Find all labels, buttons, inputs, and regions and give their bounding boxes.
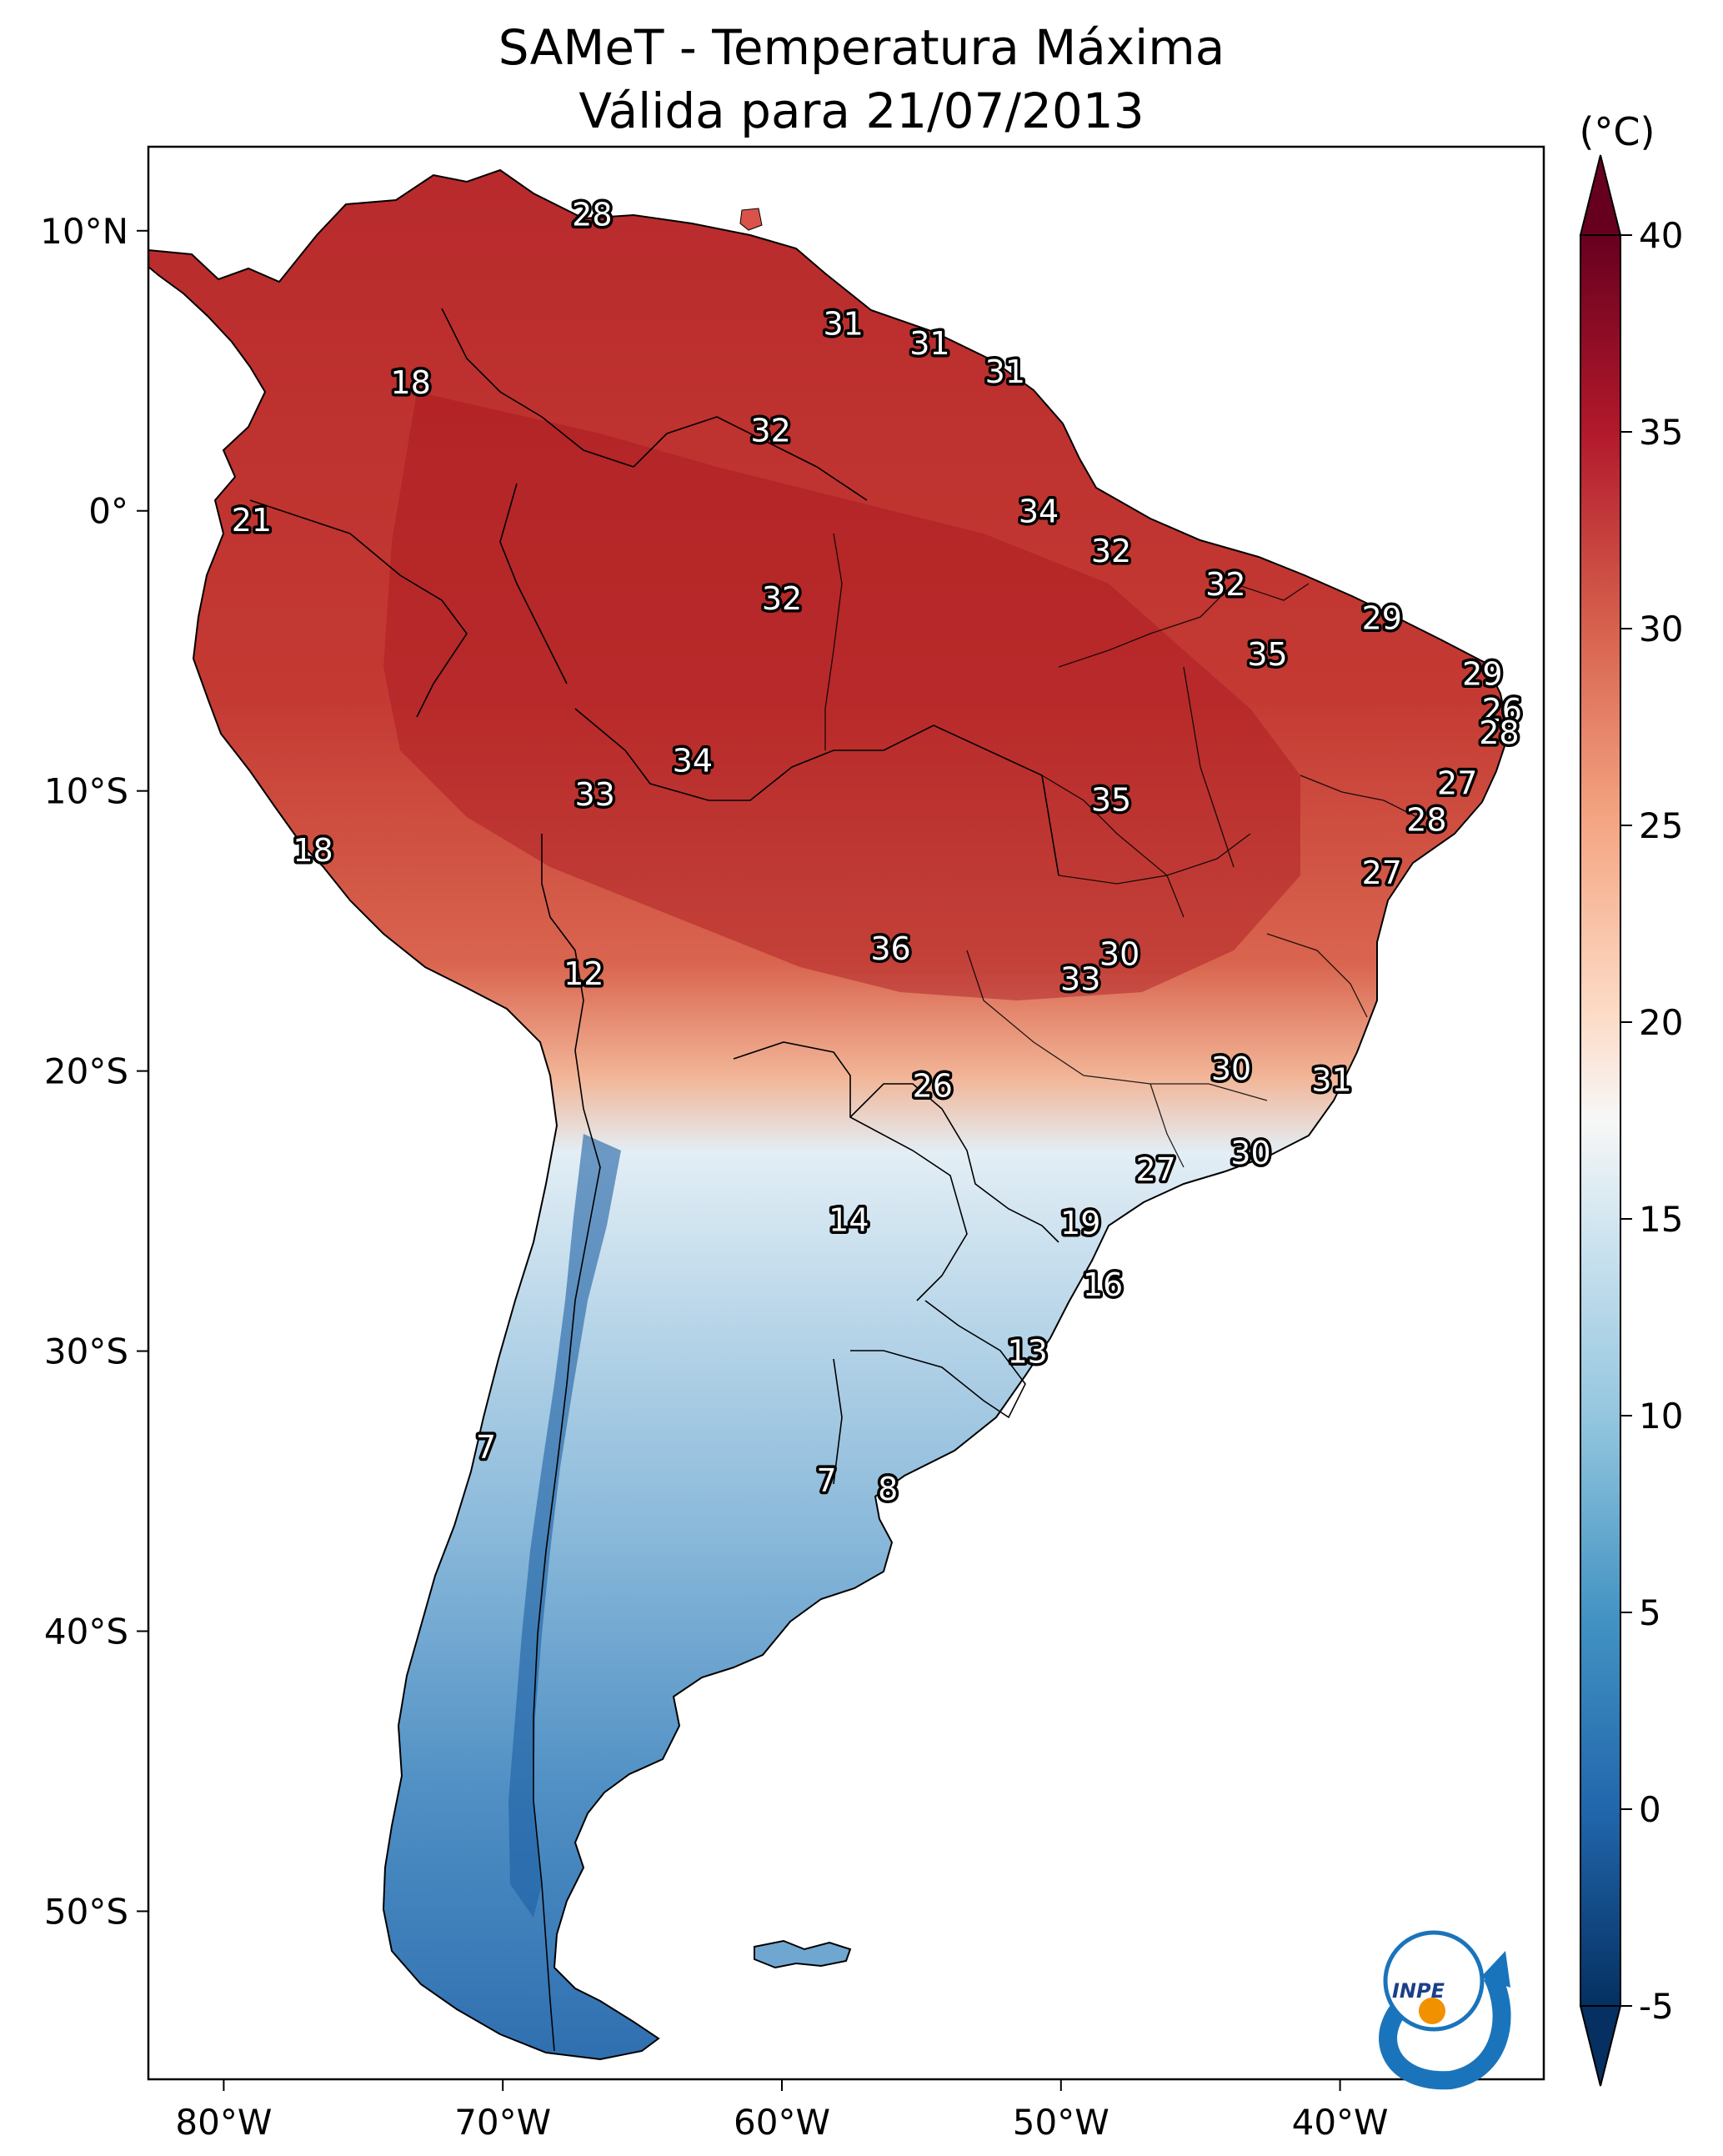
station-temp-label: 31 xyxy=(909,325,949,362)
logo-swoosh xyxy=(1379,1972,1511,2090)
lat-tick-label: 20°S xyxy=(44,1051,128,1092)
south-america-landmass xyxy=(148,168,1510,2061)
station-temp-label: 16 xyxy=(1083,1266,1123,1303)
station-temp-label: 32 xyxy=(750,412,790,449)
inpe-logo: INPE xyxy=(1379,1930,1511,2090)
map-title: SAMeT - Temperatura Máxima xyxy=(498,19,1225,76)
colorbar-tick-label: 10 xyxy=(1639,1396,1683,1436)
lat-tick-label: 50°S xyxy=(44,1891,128,1932)
station-temp-label: 30 xyxy=(1230,1135,1270,1171)
station-temp-label: 33 xyxy=(575,776,615,813)
station-temp-label: 13 xyxy=(1007,1334,1047,1371)
colorbar-tick-label: 35 xyxy=(1639,412,1683,453)
map-area xyxy=(148,168,1510,2061)
colorbar-gradient xyxy=(1580,235,1620,2006)
caribbean-island xyxy=(739,208,763,231)
station-temp-label: 29 xyxy=(1362,599,1402,636)
station-temp-label: 18 xyxy=(293,832,333,869)
map-frame xyxy=(147,145,1545,2081)
colorbar-tick-label: 15 xyxy=(1639,1199,1683,1240)
colorbar-unit: (°C) xyxy=(1579,109,1655,154)
station-temp-label: 7 xyxy=(476,1429,496,1466)
lat-tick-label: 40°S xyxy=(44,1611,128,1652)
station-temp-label: 35 xyxy=(1091,782,1131,819)
logo-text: INPE xyxy=(1392,1979,1445,2003)
lat-tick-label: 10°N xyxy=(40,211,128,252)
warm-interior-shading xyxy=(383,392,1300,1000)
station-temp-label: 14 xyxy=(829,1202,869,1239)
falkland-islands xyxy=(754,1939,852,1969)
colorbar-bottom-extend xyxy=(1579,2005,1622,2087)
lon-tick-label: 70°W xyxy=(454,2102,551,2143)
logo-sun-dot xyxy=(1419,1998,1445,2024)
colorbar-tick-label: 20 xyxy=(1639,1002,1683,1043)
station-temp-label: 31 xyxy=(1311,1062,1351,1099)
station-temp-label: 27 xyxy=(1437,765,1477,802)
station-temp-label: 31 xyxy=(823,306,863,343)
lat-tick-label: 10°S xyxy=(44,771,128,812)
colorbar-top-extend xyxy=(1579,154,1622,236)
station-temp-label: 34 xyxy=(1019,494,1059,530)
colorbar: -5 0 5 10 15 20 25 30 35 40 (°C) xyxy=(1579,109,1683,2087)
colorbar-tick-label: 0 xyxy=(1639,1789,1661,1830)
andes-cold-shading xyxy=(508,1134,621,1918)
station-temp-label: 27 xyxy=(1362,855,1402,891)
station-temp-label: 33 xyxy=(1060,961,1100,998)
station-temp-label: 32 xyxy=(1205,566,1245,603)
lon-tick-label: 50°W xyxy=(1013,2102,1109,2143)
country-borders xyxy=(249,308,1059,2052)
state-borders xyxy=(824,533,1418,1168)
logo-ring xyxy=(1383,1930,1485,2032)
colorbar-frame xyxy=(1580,234,1621,2007)
colorbar-tick-label: -5 xyxy=(1639,1986,1674,2027)
station-temp-label: 26 xyxy=(1482,692,1522,729)
colorbar-tick-label: 25 xyxy=(1639,805,1683,846)
station-temp-label: 28 xyxy=(572,197,612,233)
station-temp-label: 27 xyxy=(1135,1151,1175,1188)
station-temp-label: 30 xyxy=(1099,936,1139,973)
lon-tick-label: 60°W xyxy=(734,2102,830,2143)
station-temp-label: 21 xyxy=(232,502,272,539)
station-temp-label: 19 xyxy=(1060,1205,1100,1241)
station-temp-label: 34 xyxy=(673,743,713,780)
station-temp-label: 18 xyxy=(391,364,431,401)
lat-tick-label: 0° xyxy=(88,491,128,532)
longitude-axis: 80°W 70°W 60°W 50°W 40°W xyxy=(175,2079,1389,2143)
station-temp-label: 28 xyxy=(1406,801,1446,838)
station-temp-label: 30 xyxy=(1211,1050,1251,1087)
station-temp-label: 31 xyxy=(985,353,1025,390)
station-temp-label: 26 xyxy=(913,1067,953,1104)
map-subtitle: Válida para 21/07/2013 xyxy=(579,83,1144,139)
station-temp-label: 36 xyxy=(870,930,910,967)
station-temp-label: 32 xyxy=(1091,533,1131,569)
station-temp-label: 8 xyxy=(878,1471,898,1507)
colorbar-tick-label: 40 xyxy=(1639,215,1683,256)
logo-arrow-icon xyxy=(1480,1951,1510,1988)
station-temp-label: 29 xyxy=(1462,656,1502,693)
colorbar-tick-label: 5 xyxy=(1639,1592,1661,1633)
colorbar-ticks: -5 0 5 10 15 20 25 30 35 40 xyxy=(1620,215,1683,2027)
lon-tick-label: 80°W xyxy=(175,2102,272,2143)
station-temp-label: 32 xyxy=(762,580,802,617)
latitude-axis: 10°N 0° 10°S 20°S 30°S 40°S 50°S xyxy=(40,211,148,1932)
station-temp-label: 35 xyxy=(1247,636,1287,673)
lon-tick-label: 40°W xyxy=(1292,2102,1389,2143)
lat-tick-label: 30°S xyxy=(44,1331,128,1372)
station-temp-label: 7 xyxy=(816,1462,836,1499)
station-temp-label: 28 xyxy=(1479,714,1519,751)
colorbar-tick-label: 30 xyxy=(1639,609,1683,649)
station-temp-label: 12 xyxy=(563,955,604,992)
